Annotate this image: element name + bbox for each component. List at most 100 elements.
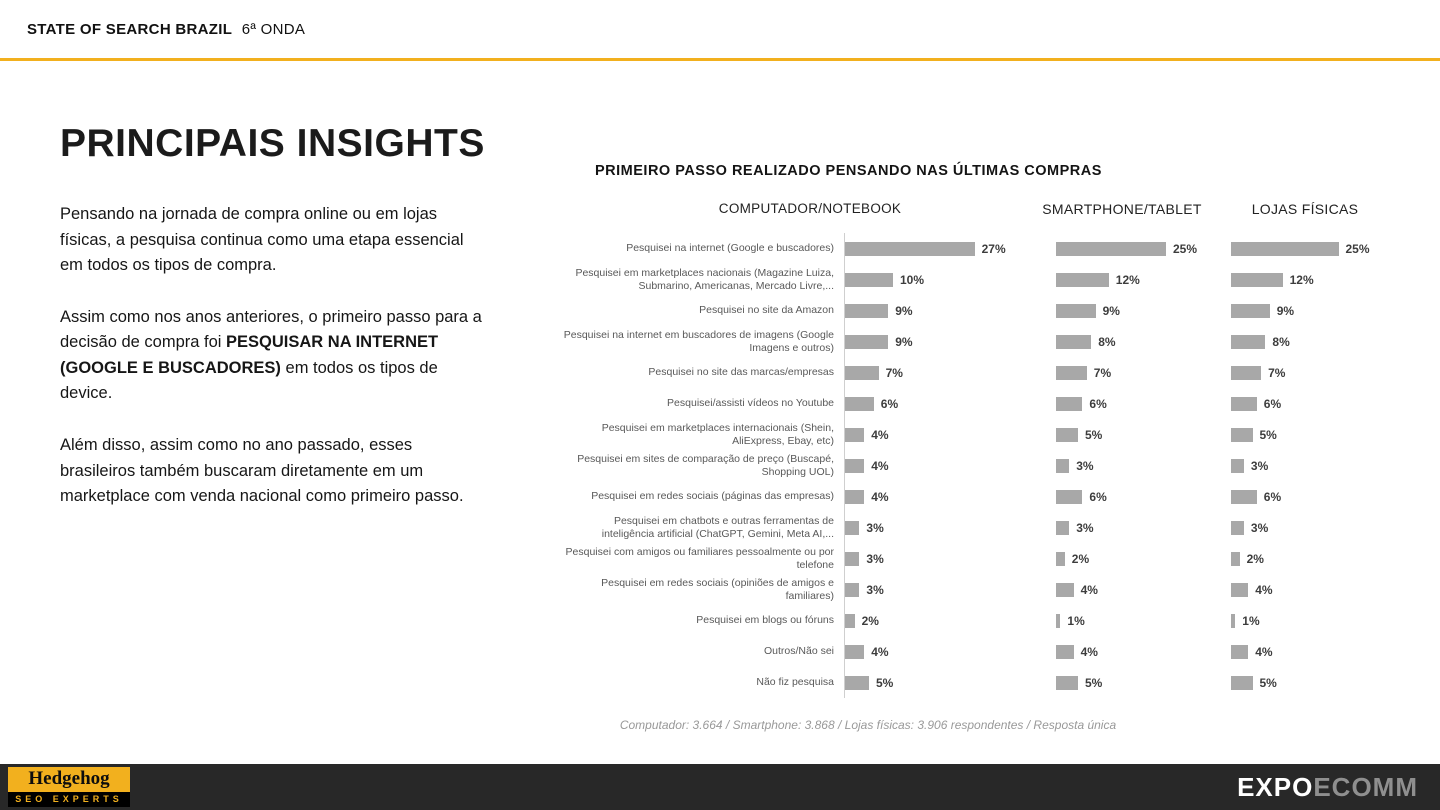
bar-cell: 3% [844,512,1056,543]
bar [845,241,975,256]
category-label: Pesquisei em redes sociais (opiniões de … [601,577,834,602]
bar-cell: 7% [1231,357,1420,388]
bar-value: 9% [895,334,913,349]
bar-cell: 1% [1056,605,1231,636]
bar [845,396,874,411]
bar-value: 25% [1173,241,1198,256]
bar [845,520,860,535]
bar-cell: 1% [1231,605,1420,636]
bar [1231,613,1236,628]
chart-row: Não fiz pesquisa 5% 5% 5% [560,667,1420,698]
bar [845,644,865,659]
category-label: Outros/Não sei [763,645,834,658]
bar-value: 9% [1276,303,1295,318]
bar-cell: 3% [1231,450,1420,481]
bar [845,334,889,349]
bar-cell: 25% [1231,233,1420,264]
header: STATE OF SEARCH BRAZIL 6ª ONDA [0,0,1440,61]
bar-value: 10% [900,272,925,287]
bar-value: 4% [871,427,889,442]
insight-paragraph-2: Assim como nos anos anteriores, o primei… [60,305,488,407]
header-title: STATE OF SEARCH BRAZIL 6ª ONDA [27,21,305,38]
bar-value: 4% [1080,582,1098,597]
bar [845,582,860,597]
bar-value: 8% [1098,334,1116,349]
bar [845,613,855,628]
paragraph-1-text: Pensando na jornada de compra online ou … [60,205,464,275]
bar-cell: 5% [1231,419,1420,450]
bar-value: 3% [1076,458,1094,473]
bar [845,427,865,442]
bar [845,365,879,380]
bar-value: 1% [1242,613,1260,628]
bar-value: 5% [1085,675,1103,690]
bar-cell: 6% [1056,481,1231,512]
bar-cell: 10% [844,264,1056,295]
bar-value: 2% [1246,551,1264,566]
bar [845,675,869,690]
bar [1231,365,1262,380]
bar-value: 4% [1080,644,1098,659]
column-header-lojas: LOJAS FÍSICAS [1251,201,1359,217]
paragraph-3-text: Além disso, assim como no ano passado, e… [60,435,464,506]
bar-cell: 9% [844,295,1056,326]
bar [1056,489,1083,504]
bar-cell: 2% [1056,543,1231,574]
bar-value: 6% [1089,489,1107,504]
chart-row: Pesquisei no site das marcas/empresas 7% 7… [560,357,1420,388]
bar [1231,675,1253,690]
bar-value: 7% [885,365,903,380]
bar-value: 5% [1085,427,1103,442]
bar [1231,396,1257,411]
bar-value: 5% [1259,427,1277,442]
bar [1056,644,1074,659]
bar [1231,458,1244,473]
bar [1056,582,1074,597]
bar-cell: 3% [844,543,1056,574]
bar [1231,241,1339,256]
bar-value: 7% [1093,365,1112,380]
bar [1056,272,1109,287]
bar [845,458,865,473]
bar-cell: 8% [1056,326,1231,357]
bar-value: 5% [876,675,894,690]
bar-value: 6% [880,396,899,411]
bar [1231,303,1270,318]
bar [1231,582,1249,597]
bar-cell: 3% [844,574,1056,605]
bar-value: 27% [981,241,1006,256]
chart-row: Pesquisei em sites de comparação de preç… [560,450,1420,481]
hedgehog-seo-experts-label: SEO EXPERTS [8,792,130,807]
bar-cell: 25% [1056,233,1231,264]
bar-cell: 4% [1231,636,1420,667]
insights-panel: PRINCIPAIS INSIGHTS Pensando na jornada … [60,122,510,536]
bar-value: 4% [871,489,889,504]
bar-value: 3% [1250,520,1269,535]
bar-cell: 3% [1231,512,1420,543]
bar [1231,272,1283,287]
bar-cell: 4% [1056,636,1231,667]
bar-value: 6% [1089,396,1107,411]
bar [1056,241,1166,256]
bar-value: 4% [1255,644,1273,659]
bar [1231,644,1249,659]
bar-cell: 8% [1231,326,1420,357]
bar-value: 9% [1102,303,1120,318]
bar-value: 6% [1263,489,1282,504]
bar [1231,551,1240,566]
bar-cell: 4% [844,636,1056,667]
bar-cell: 3% [1056,450,1231,481]
bar-value: 3% [1250,458,1269,473]
category-label: Pesquisei/assisti vídeos no Youtube [667,397,834,410]
hedgehog-logo: Hedgehog SEO EXPERTS [8,767,130,807]
bar-value: 4% [1255,582,1273,597]
chart-row: Pesquisei em blogs ou fóruns 2% 1% 1% [560,605,1420,636]
bar [1056,396,1083,411]
bar [1056,365,1087,380]
chart-row: Pesquisei na internet em buscadores de i… [560,326,1420,357]
category-label: Pesquisei na internet (Google e buscador… [626,242,834,255]
hedgehog-wordmark: Hedgehog [8,767,130,792]
bar [845,551,860,566]
bar-cell: 7% [1056,357,1231,388]
category-label: Pesquisei no site da Amazon [699,304,834,317]
